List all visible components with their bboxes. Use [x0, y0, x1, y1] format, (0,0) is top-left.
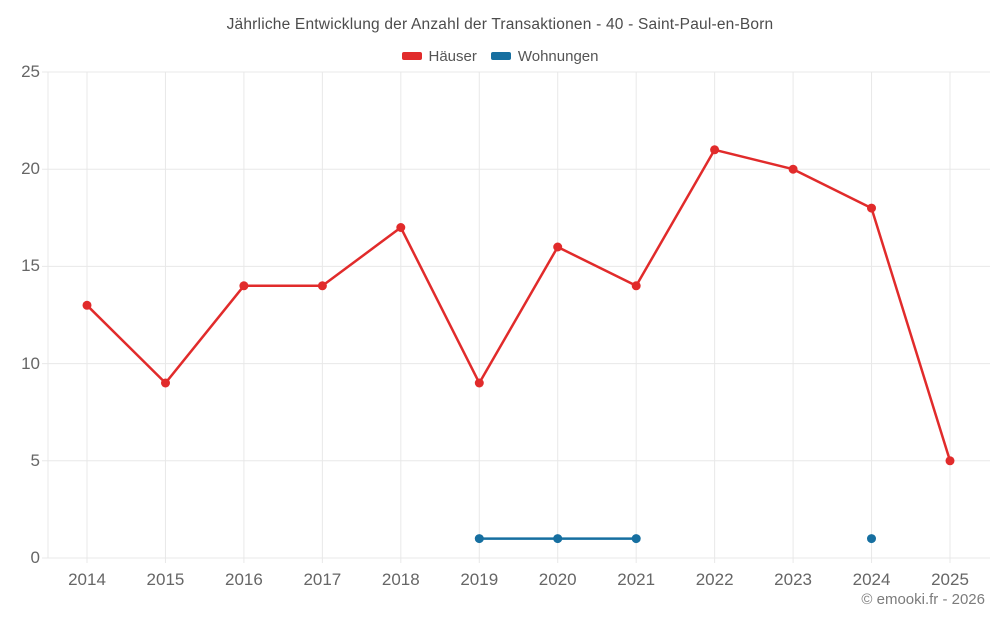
x-axis-tick-label: 2022 [695, 570, 734, 589]
data-point-wohnungen-2020[interactable] [553, 534, 563, 544]
data-point-h-user-2025[interactable] [945, 456, 955, 466]
data-point-h-user-2014[interactable] [82, 300, 92, 310]
data-point-h-user-2017[interactable] [317, 281, 327, 291]
y-axis-tick-label: 25 [21, 62, 40, 81]
x-axis-tick-label: 2023 [774, 570, 812, 589]
data-point-wohnungen-2024[interactable] [867, 534, 876, 544]
x-axis-tick-label: 2020 [538, 570, 577, 589]
data-point-h-user-2020[interactable] [553, 242, 563, 252]
legend-swatch-wohnungen [490, 52, 511, 60]
data-point-h-user-2023[interactable] [788, 164, 798, 174]
legend-item-h-user[interactable]: Häuser [401, 47, 477, 65]
x-axis-tick-label: 2017 [303, 570, 342, 589]
x-axis-tick-label: 2016 [224, 570, 263, 589]
y-axis-tick-label: 20 [21, 159, 40, 179]
data-point-h-user-2019[interactable] [474, 378, 484, 388]
x-axis-tick-label: 2015 [146, 570, 185, 589]
legend-swatch-h-user [401, 52, 422, 60]
y-axis-tick-label: 15 [21, 256, 40, 276]
x-axis-tick-label: 2014 [68, 570, 106, 589]
data-point-h-user-2021[interactable] [631, 281, 641, 291]
data-point-h-user-2016[interactable] [239, 281, 249, 291]
footer-credit: © emooki.fr - 2026 [861, 591, 985, 608]
legend-item-wohnungen[interactable]: Wohnungen [490, 47, 599, 65]
chart-legend: Häuser Wohnungen [0, 46, 1000, 66]
legend-label-h-user: Häuser [428, 47, 477, 65]
data-point-wohnungen-2019[interactable] [474, 534, 484, 544]
data-point-h-user-2015[interactable] [161, 378, 170, 388]
x-axis-tick-label: 2025 [931, 570, 969, 589]
data-point-wohnungen-2021[interactable] [631, 534, 641, 544]
y-axis-tick-label: 0 [30, 548, 40, 567]
x-axis-tick-label: 2018 [381, 570, 420, 589]
data-point-h-user-2024[interactable] [867, 203, 876, 213]
data-point-h-user-2018[interactable] [396, 223, 406, 232]
data-point-h-user-2022[interactable] [710, 145, 720, 155]
y-axis-tick-label: 5 [30, 450, 40, 470]
x-axis-tick-label: 2021 [617, 570, 656, 589]
y-axis-tick-label: 10 [21, 353, 40, 373]
chart-title: Jährliche Entwicklung der Anzahl der Tra… [226, 16, 774, 33]
legend-label-wohnungen: Wohnungen [517, 47, 599, 65]
series-line-h-user [86, 148, 952, 462]
x-axis-tick-label: 2019 [460, 570, 499, 589]
x-axis-tick-label: 2024 [852, 570, 891, 589]
